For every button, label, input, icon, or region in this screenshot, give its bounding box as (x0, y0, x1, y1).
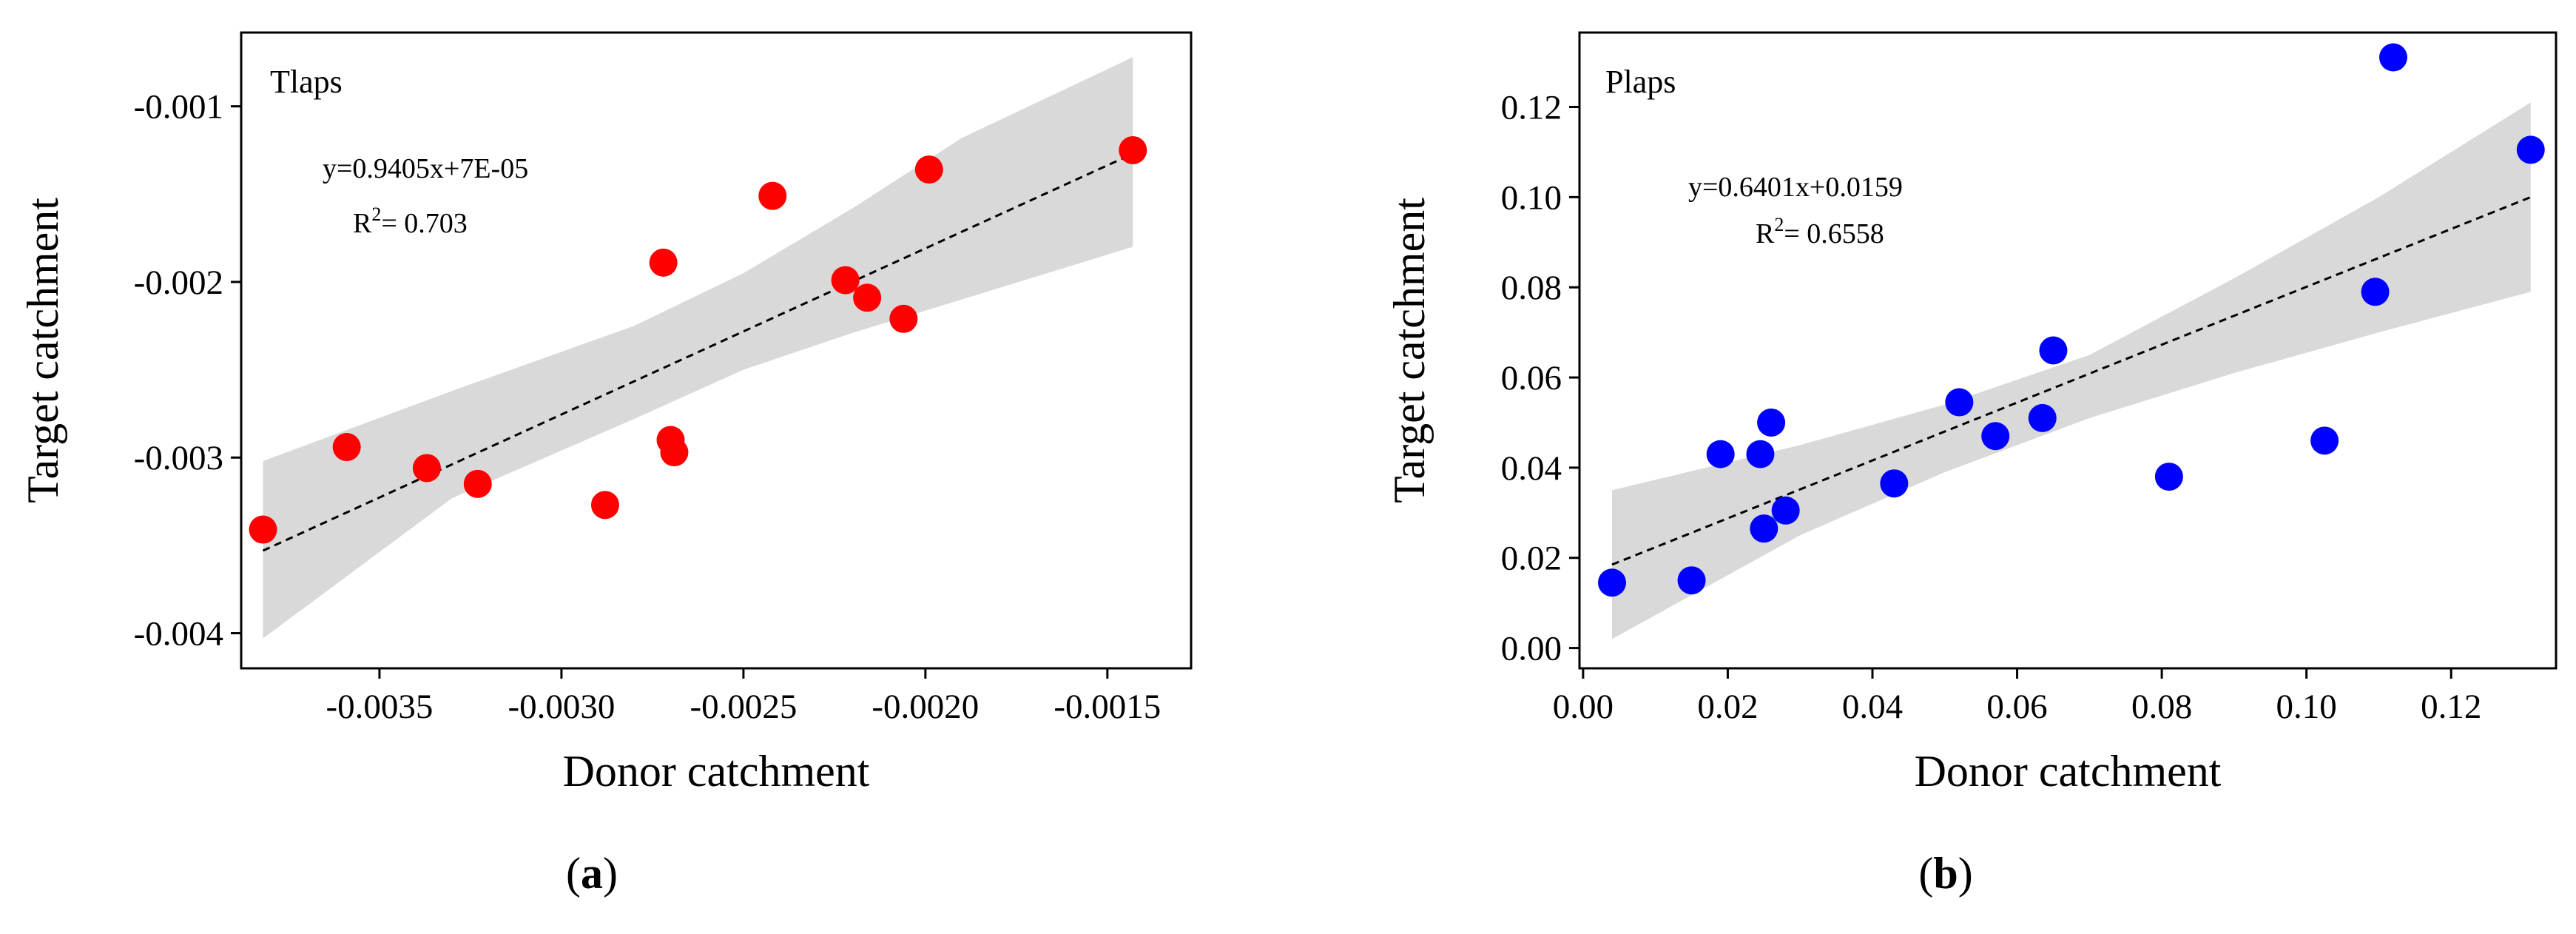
data-point (1981, 422, 2010, 451)
x-tick-label: -0.0015 (1053, 688, 1161, 726)
data-point (1119, 135, 1147, 164)
panel-caption: (b) (1918, 849, 1972, 898)
x-tick-label: -0.0030 (508, 688, 615, 726)
confidence-band (1612, 102, 2531, 639)
data-point (1677, 566, 1706, 595)
x-tick-label: -0.0025 (689, 688, 797, 726)
data-point (412, 454, 441, 483)
r-squared-label: R2= 0.6558 (1756, 214, 1884, 249)
confidence-band (263, 57, 1133, 639)
data-point (853, 283, 882, 312)
r-squared-prefix: R (353, 208, 372, 239)
regression-line (1611, 195, 2532, 566)
x-tick-label: -0.0035 (326, 688, 433, 726)
r-squared-value: = 0.6558 (1784, 218, 1884, 249)
data-point (914, 155, 943, 184)
r-squared-value: = 0.703 (381, 208, 467, 239)
regression-line (262, 152, 1133, 552)
plot-frame (1578, 31, 2558, 670)
chart-title: Tlaps (270, 64, 343, 100)
data-point (590, 491, 619, 520)
x-axis-title: Donor catchment (563, 747, 870, 796)
chart-title: Plaps (1605, 64, 1676, 100)
r-squared-superscript: 2 (371, 204, 381, 225)
data-point (2361, 278, 2390, 306)
x-tick-label: 0.08 (2131, 688, 2192, 726)
data-point (332, 433, 361, 462)
y-tick-label: -0.002 (134, 263, 223, 302)
y-tick-label: -0.003 (134, 439, 223, 477)
caption-open-paren: ( (1918, 849, 1933, 898)
data-point (2310, 426, 2339, 455)
data-point (1598, 568, 1626, 597)
data-point (249, 515, 277, 544)
x-tick-label: -0.0020 (871, 688, 979, 726)
data-point (1945, 388, 1974, 417)
y-tick-label: 0.06 (1501, 359, 1562, 397)
panel-b: 0.00 0.02 0.04 0.06 0.08 0.10 0.12 0.00 0.02 0.04… (1385, 31, 2558, 898)
r-squared-superscript: 2 (1774, 214, 1784, 235)
data-point (1706, 440, 1735, 468)
x-tick-label: 0.06 (1986, 688, 2047, 726)
data-point (649, 248, 678, 277)
data-point (660, 438, 689, 467)
caption-letter: b (1933, 849, 1958, 898)
data-point (2379, 43, 2407, 72)
data-point (1880, 469, 1909, 498)
caption-letter: a (581, 849, 603, 898)
y-tick-label: 0.10 (1501, 178, 1562, 217)
y-tick-label: 0.00 (1501, 630, 1562, 668)
x-tick-label: 0.00 (1553, 688, 1614, 726)
y-axis-title: Target catchment (18, 198, 67, 503)
x-tick-label: 0.04 (1842, 688, 1903, 726)
y-axis-title: Target catchment (1385, 198, 1434, 503)
y-tick-label: 0.08 (1501, 269, 1562, 307)
data-point (2039, 336, 2068, 365)
caption-close-paren: ) (1958, 849, 1973, 898)
x-tick-label: 0.02 (1697, 688, 1758, 726)
data-point (831, 266, 860, 295)
x-axis-title: Donor catchment (1915, 747, 2222, 796)
data-point (2516, 135, 2545, 164)
caption-open-paren: ( (566, 849, 581, 898)
data-point (1746, 440, 1775, 468)
data-point (758, 181, 787, 210)
data-point (1750, 514, 1778, 543)
regression-equation: y=0.9405x+7E-05 (323, 153, 528, 184)
regression-equation: y=0.6401x+0.0159 (1688, 172, 1903, 203)
data-point (889, 304, 918, 333)
data-point (2028, 403, 2057, 432)
y-tick-label: 0.02 (1501, 540, 1562, 578)
data-point (2154, 463, 2183, 491)
y-tick-label: 0.12 (1501, 89, 1562, 127)
data-point (463, 469, 492, 498)
panel-caption: (a) (566, 849, 618, 898)
caption-close-paren: ) (603, 849, 618, 898)
data-point (1757, 408, 1786, 437)
r-squared-label: R2= 0.703 (353, 204, 468, 239)
x-tick-label: 0.10 (2276, 688, 2337, 726)
y-tick-label: -0.004 (134, 615, 223, 654)
plot-frame (240, 31, 1193, 670)
x-tick-label: 0.12 (2421, 688, 2481, 726)
data-point (1771, 496, 1800, 525)
y-tick-label: 0.04 (1501, 449, 1562, 488)
y-tick-label: -0.001 (134, 88, 223, 127)
panel-a: -0.0035 -0.0030 -0.0025 -0.0020 -0.0015 -0.00… (18, 31, 1193, 898)
r-squared-prefix: R (1756, 218, 1775, 249)
